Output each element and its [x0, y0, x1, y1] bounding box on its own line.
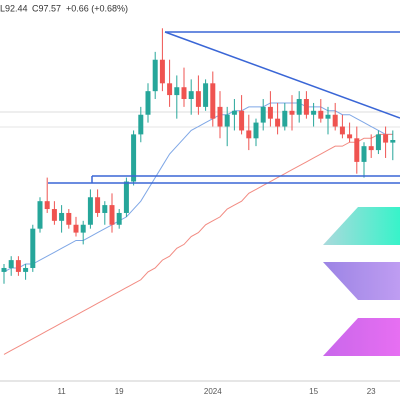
candle-body — [181, 87, 187, 100]
candle-body — [267, 106, 273, 119]
candle-body — [289, 110, 295, 115]
x-tick-label: 23 — [367, 387, 376, 396]
candle-body — [80, 224, 86, 233]
candle-body — [66, 212, 72, 225]
candle-body — [347, 134, 353, 139]
candle-body — [239, 110, 245, 131]
pattern-lines — [48, 31, 400, 184]
candle-body — [37, 201, 43, 229]
candle-body — [217, 106, 223, 127]
candle-body — [282, 110, 288, 127]
candle-body — [51, 209, 57, 221]
candle-body — [303, 99, 309, 115]
candle-body — [260, 106, 266, 123]
candle-body — [375, 134, 381, 151]
candle-body — [152, 59, 158, 92]
x-tick-label: 11 — [57, 387, 66, 396]
candle-body — [109, 205, 115, 225]
x-tick-label: 2024 — [204, 387, 222, 396]
candle-body — [59, 212, 65, 221]
candle-body — [131, 134, 137, 182]
candle-body — [1, 267, 7, 272]
candle-body — [195, 91, 201, 107]
candle-body — [339, 126, 345, 135]
candle-body — [116, 212, 122, 225]
candle-body — [296, 99, 302, 115]
candle-body — [203, 83, 209, 107]
candle-body — [390, 140, 396, 143]
candle-body — [138, 114, 144, 135]
candle-body — [95, 197, 101, 213]
candle-body — [224, 114, 230, 127]
candle-body — [167, 83, 173, 96]
candle-body — [159, 59, 165, 84]
candle-body — [8, 260, 14, 268]
candle-body — [174, 87, 180, 96]
candle-body — [325, 114, 331, 119]
readout-close: C97.57 — [32, 3, 61, 13]
readout-low: L92.44 — [0, 3, 28, 13]
candle-body — [368, 146, 374, 151]
candle-body — [44, 201, 50, 210]
candle-body — [188, 91, 194, 100]
readout-change: +0.66 (+0.68%) — [66, 3, 128, 13]
candle-body — [275, 118, 281, 127]
candle-body — [73, 224, 79, 233]
x-tick-label: 19 — [115, 387, 124, 396]
candle-body — [318, 110, 324, 119]
candle-body — [210, 83, 216, 119]
candle-body — [332, 114, 338, 127]
candle-body — [231, 110, 237, 115]
candle-body — [354, 138, 360, 162]
moving-average — [3, 133, 393, 355]
candle-body — [15, 260, 21, 272]
solana-logo — [323, 207, 400, 356]
candle-body — [253, 122, 259, 139]
candle-body — [383, 134, 389, 143]
candle-body — [311, 110, 317, 115]
candle-body — [87, 197, 93, 225]
candle-body — [361, 146, 367, 162]
candle-body — [102, 205, 108, 213]
candle-body — [145, 91, 151, 115]
candle-body — [123, 181, 129, 213]
moving-average — [3, 102, 393, 273]
candle-body — [23, 267, 29, 272]
candle-body — [246, 130, 252, 139]
x-tick-label: 15 — [309, 387, 318, 396]
candle-body — [30, 228, 36, 268]
